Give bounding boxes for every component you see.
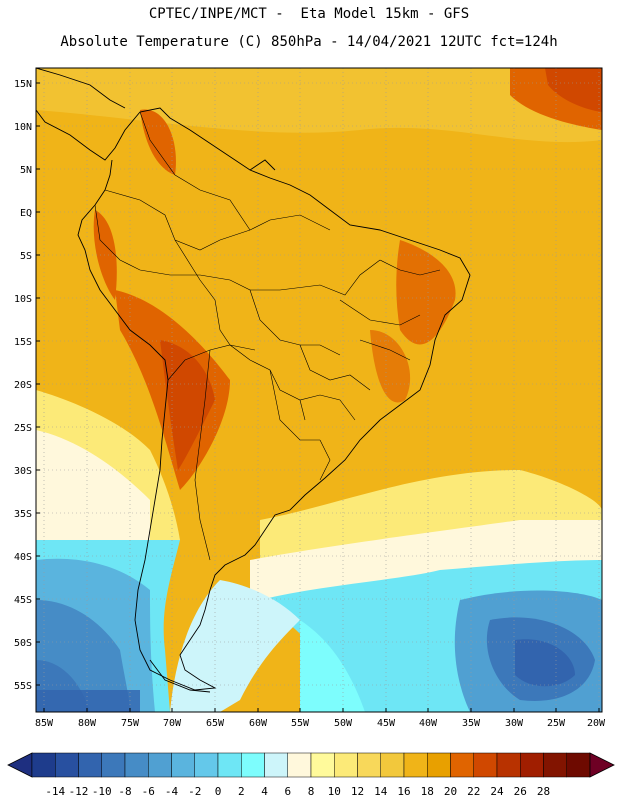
colorbar-label: 2 [238, 785, 245, 798]
title-line-1: CPTEC/INPE/MCT - Eta Model 15km - GFS [148, 6, 470, 22]
plot-frame [35, 67, 603, 713]
colorbar-swatch [427, 752, 451, 778]
colorbar-label: -6 [142, 785, 155, 798]
longitude-labels: 85W 80W 75W 70W 65W 60W 55W 50W 45W 40W … [35, 718, 606, 729]
colorbar-swatch [520, 752, 544, 778]
lon-label: 30W [505, 718, 524, 729]
colorbar-swatch [101, 752, 126, 778]
colorbar-swatch [403, 752, 428, 778]
lon-label: 65W [206, 718, 225, 729]
colorbar-labels: -14 -12 -10 -8 -6 -4 -2 0 2 4 6 8 10 12 14 16 18 20 22 24 26… [45, 785, 550, 798]
lat-label: 5S [20, 251, 32, 262]
lat-label: 15N [14, 79, 32, 90]
lon-label: 50W [334, 718, 353, 729]
title-line-2: Absolute Temperature (C) 850hPa - 14/04/… [60, 34, 558, 50]
latitude-labels: 15N 10N 5N EQ 5S 10S 15S 20S 25S 30S 35S… [14, 79, 32, 692]
colorbar-swatch [194, 752, 219, 778]
colorbar-label: -4 [165, 785, 179, 798]
colorbar-label: 10 [328, 785, 341, 798]
lat-label: 45S [14, 595, 32, 606]
colorbar-label: 22 [467, 785, 480, 798]
colorbar-swatch [496, 752, 521, 778]
colorbar-swatch [287, 752, 312, 778]
lat-label: 20S [14, 380, 32, 391]
colorbar-label: 20 [444, 785, 457, 798]
colorbar-label: 6 [284, 785, 291, 798]
grid-lines [36, 68, 602, 712]
lon-label: 75W [121, 718, 140, 729]
coastlines [36, 68, 471, 693]
colorbar-swatches [31, 752, 591, 778]
colorbar-label: 14 [374, 785, 388, 798]
colorbar-label: 4 [261, 785, 268, 798]
colorbar-label: -12 [69, 785, 89, 798]
lon-label: 20W [587, 718, 606, 729]
lat-label: 5N [20, 165, 32, 176]
temperature-field [36, 68, 602, 712]
colorbar-label: 18 [421, 785, 434, 798]
lon-label: 40W [419, 718, 438, 729]
colorbar-swatch [31, 752, 56, 778]
lon-label: 80W [78, 718, 97, 729]
lat-label: 30S [14, 466, 32, 477]
colorbar-label: 26 [514, 785, 527, 798]
axis-ticks [36, 82, 600, 712]
country-borders [94, 111, 441, 561]
colorbar-label: -14 [45, 785, 65, 798]
colorbar-label: -10 [92, 785, 112, 798]
lat-label: 10N [14, 122, 32, 133]
colorbar-swatch [310, 752, 335, 778]
colorbar: -14 -12 -10 -8 -6 -4 -2 0 2 4 6 8 10 12 14 16 18 20 22 24 26… [7, 752, 615, 798]
colorbar-swatch [55, 752, 79, 778]
lat-label: 55S [14, 681, 32, 692]
colorbar-label: 24 [490, 785, 504, 798]
lon-label: 60W [249, 718, 268, 729]
colorbar-swatch [380, 752, 405, 778]
lat-label: 10S [14, 294, 32, 305]
colorbar-swatch [334, 752, 358, 778]
colorbar-swatch [78, 752, 102, 778]
colorbar-swatch [124, 752, 149, 778]
colorbar-swatch [450, 752, 474, 778]
colorbar-high-arrow [589, 752, 615, 778]
colorbar-label: 16 [397, 785, 410, 798]
lat-label: 25S [14, 423, 32, 434]
colorbar-label: -2 [188, 785, 201, 798]
colorbar-label: 8 [308, 785, 315, 798]
lon-label: 85W [35, 718, 54, 729]
colorbar-swatch [543, 752, 567, 778]
colorbar-label: 28 [537, 785, 550, 798]
lon-label: 35W [462, 718, 481, 729]
colorbar-label: -8 [118, 785, 131, 798]
colorbar-swatch [217, 752, 242, 778]
lon-label: 70W [163, 718, 182, 729]
colorbar-swatch [264, 752, 288, 778]
lat-label: EQ [20, 208, 32, 219]
colorbar-label: 12 [351, 785, 364, 798]
colorbar-label: 0 [215, 785, 222, 798]
lon-label: 25W [547, 718, 566, 729]
colorbar-swatch [357, 752, 381, 778]
colorbar-swatch [473, 752, 498, 778]
colorbar-swatch [566, 752, 591, 778]
colorbar-swatch [148, 752, 172, 778]
lon-label: 55W [291, 718, 310, 729]
lon-label: 45W [377, 718, 396, 729]
lat-label: 35S [14, 509, 32, 520]
lat-label: 50S [14, 638, 32, 649]
colorbar-swatch [241, 752, 265, 778]
colorbar-low-arrow [7, 752, 33, 778]
lat-label: 15S [14, 337, 32, 348]
colorbar-swatch [171, 752, 195, 778]
lat-label: 40S [14, 552, 32, 563]
